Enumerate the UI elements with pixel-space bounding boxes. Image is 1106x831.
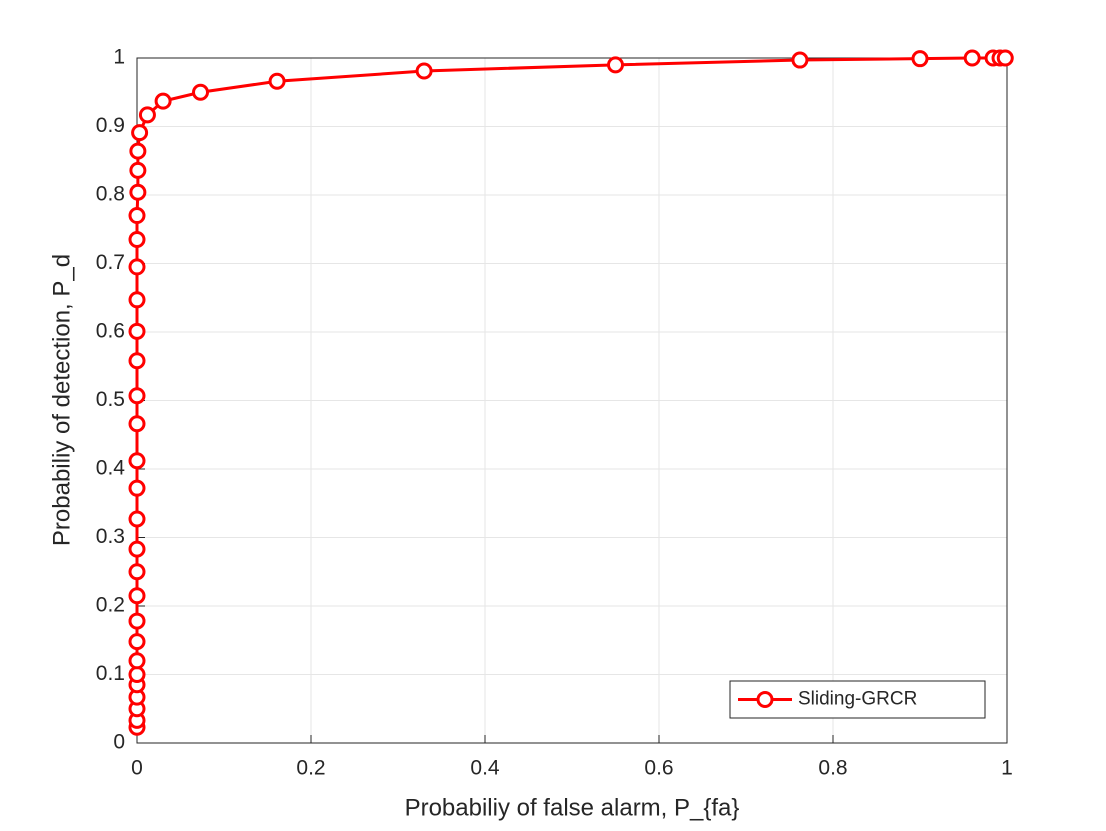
data-point	[415, 62, 433, 80]
data-point	[128, 207, 146, 225]
y-tick-label: 0.4	[96, 457, 126, 480]
y-tick-label: 0.9	[96, 114, 125, 137]
data-point	[128, 563, 146, 581]
data-point	[129, 161, 147, 179]
data-point	[791, 51, 809, 69]
x-tick-label: 0	[131, 757, 143, 780]
data-point	[131, 124, 149, 142]
x-tick-label: 0.8	[818, 757, 847, 780]
y-tick-label: 0.3	[96, 525, 125, 548]
y-tick-label: 0.5	[96, 388, 125, 411]
data-point	[128, 540, 146, 558]
x-tick-label: 0.4	[470, 757, 500, 780]
data-point	[128, 291, 146, 309]
data-point	[154, 92, 172, 110]
data-point	[128, 452, 146, 470]
data-point	[129, 183, 147, 201]
legend-marker	[756, 691, 774, 708]
data-point	[192, 83, 210, 101]
y-tick-label: 0.1	[96, 662, 125, 685]
y-tick-label: 0.6	[96, 320, 125, 343]
x-tick-label: 1	[1001, 757, 1013, 780]
x-axis-label: Probabiliy of false alarm, P_{fa}	[405, 794, 740, 821]
data-point	[128, 387, 146, 405]
data-point	[911, 50, 929, 68]
data-point	[128, 510, 146, 528]
data-point	[128, 633, 146, 651]
data-point	[138, 106, 156, 124]
data-point	[128, 258, 146, 276]
y-tick-label: 0	[113, 731, 125, 754]
data-point	[128, 322, 146, 340]
y-tick-label: 0.8	[96, 183, 125, 206]
legend-label: Sliding-GRCR	[798, 689, 917, 710]
y-tick-label: 0.2	[96, 594, 125, 617]
data-point	[128, 587, 146, 605]
data-point	[268, 72, 286, 90]
data-point	[963, 49, 981, 67]
data-point	[128, 415, 146, 433]
data-point	[129, 142, 147, 160]
y-axis-label: Probabiliy of detection, P_d	[48, 254, 75, 546]
x-tick-label: 0.6	[644, 757, 673, 780]
data-point	[128, 612, 146, 630]
data-point	[128, 666, 146, 683]
y-tick-label: 1	[113, 46, 125, 69]
data-point	[128, 652, 146, 670]
data-point	[996, 49, 1014, 67]
y-tick-label: 0.7	[96, 251, 125, 274]
data-point	[128, 479, 146, 497]
x-tick-label: 0.2	[296, 757, 325, 780]
data-point	[607, 56, 624, 74]
data-point	[128, 231, 146, 249]
data-point	[128, 352, 146, 370]
